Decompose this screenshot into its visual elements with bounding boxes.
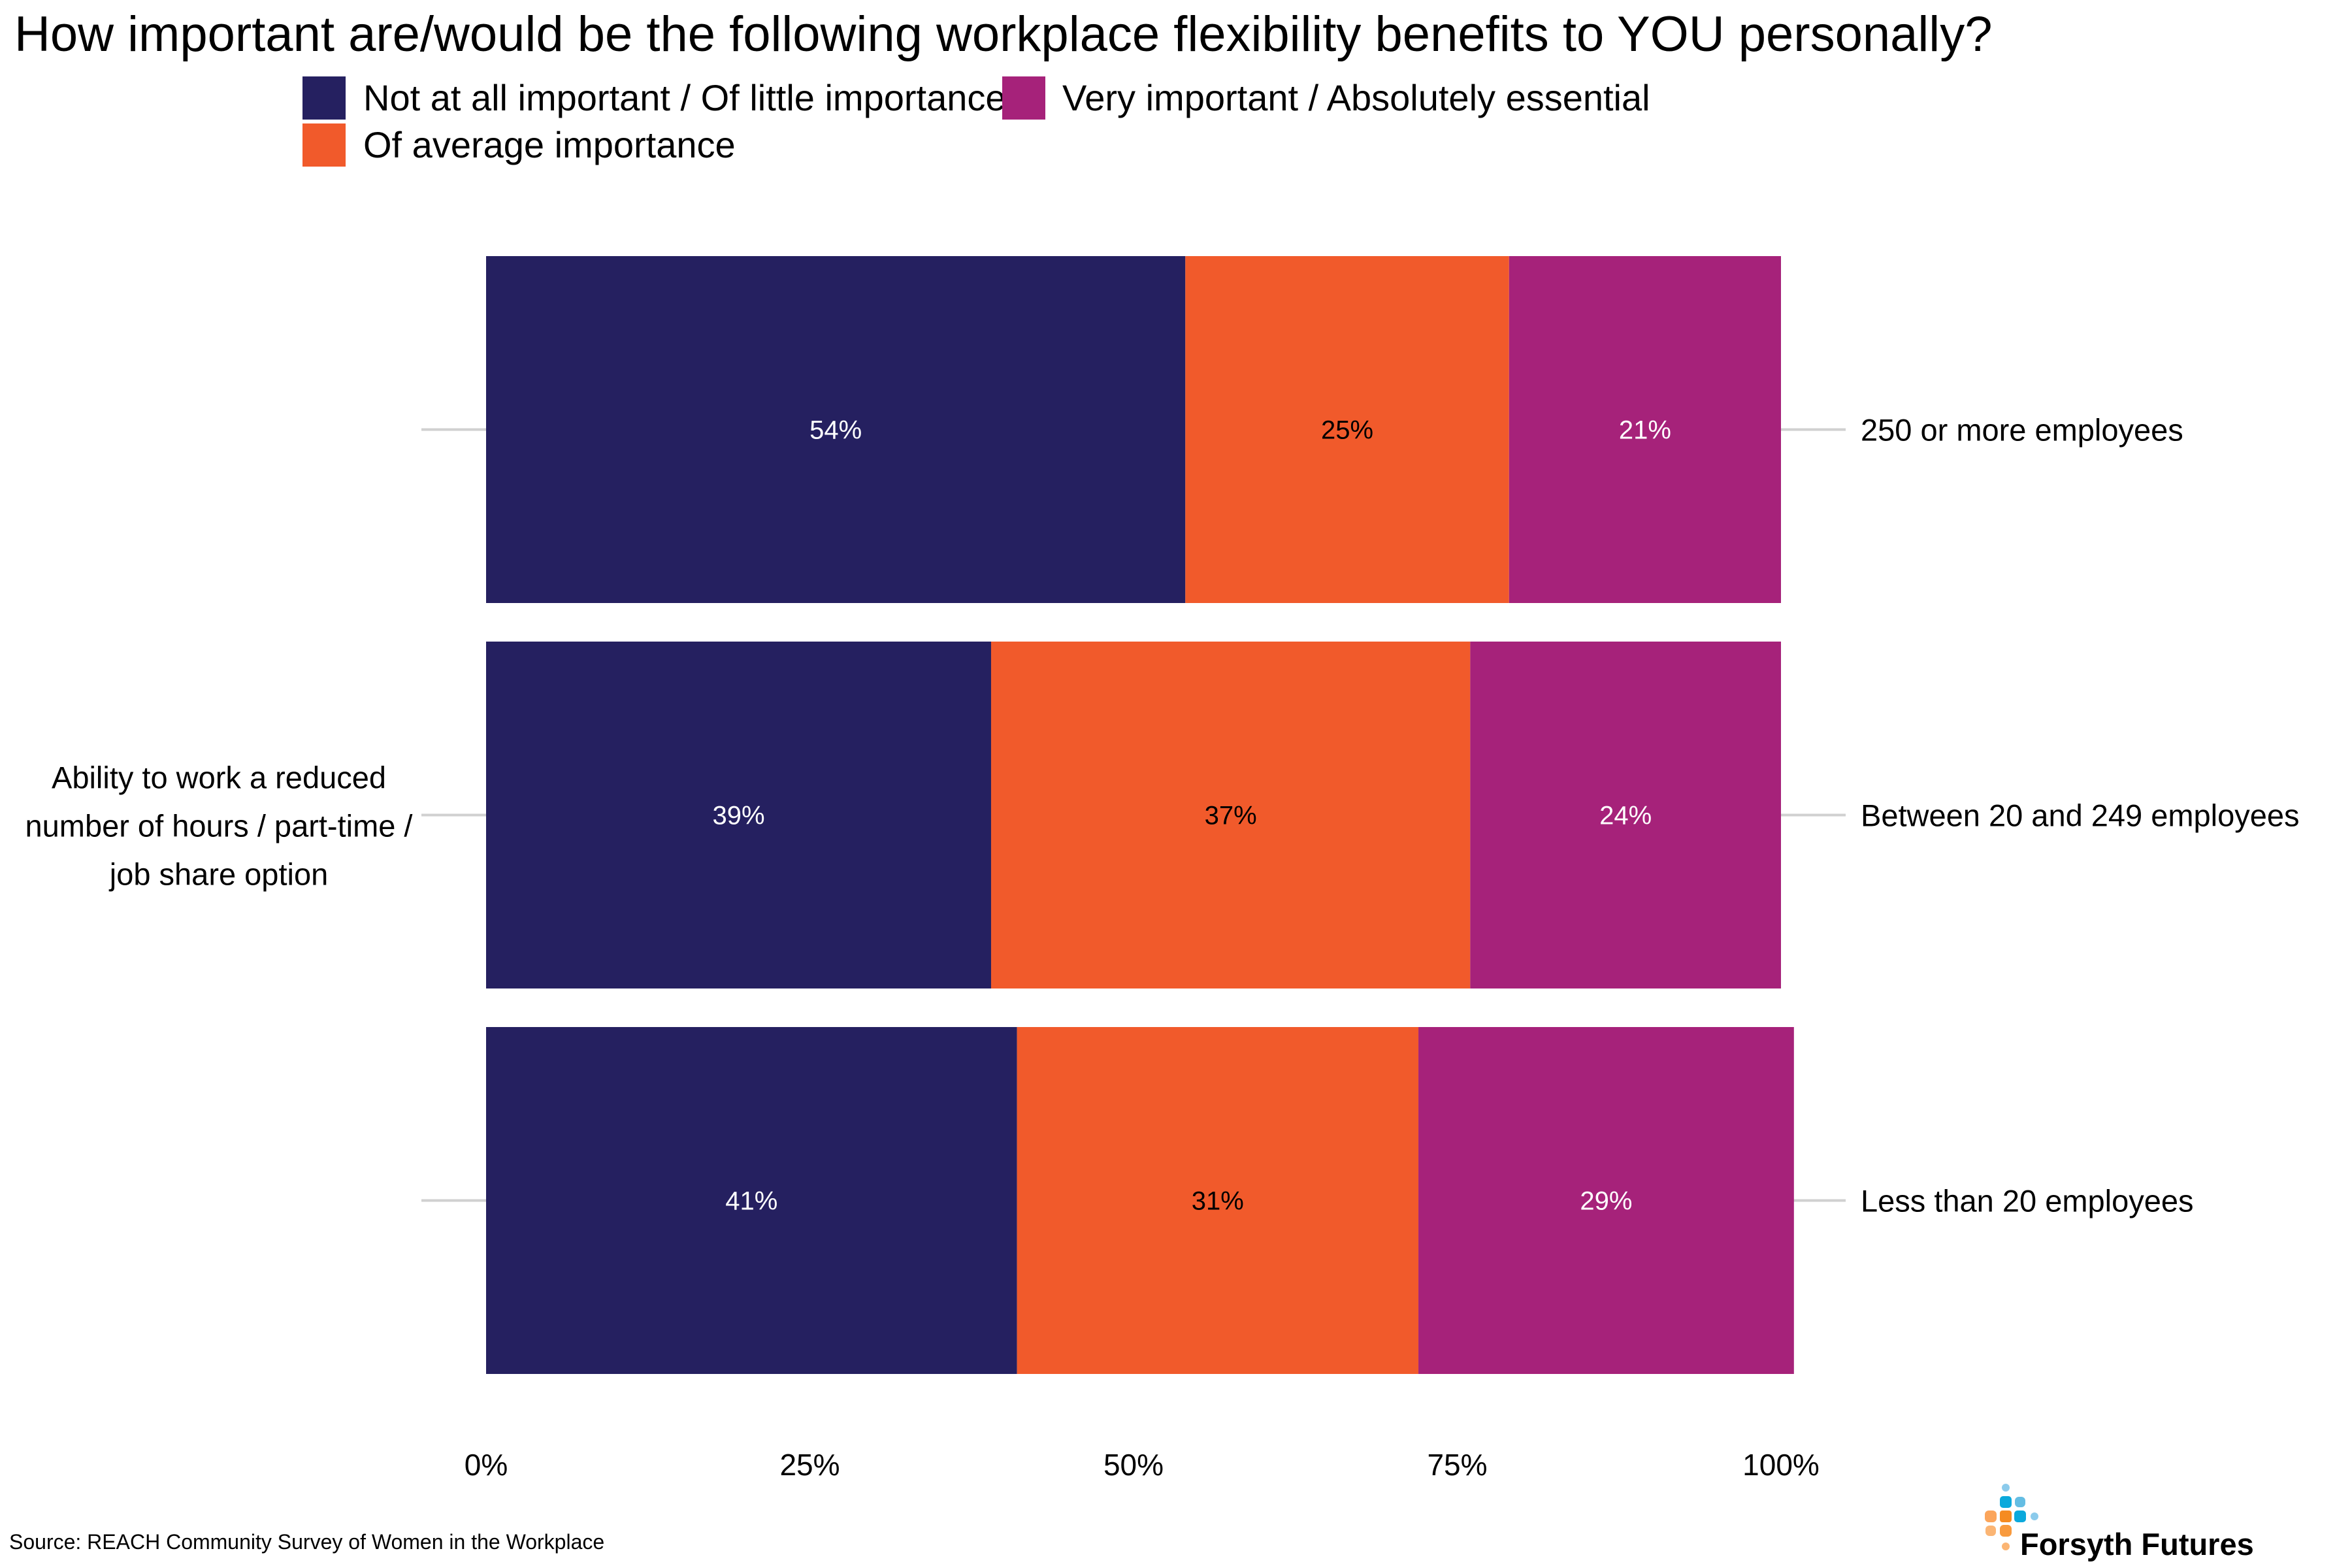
y-axis-left-label: Ability to work a reduced number of hours… [25, 760, 414, 892]
x-axis-tick-labels: 0% 25% 50% 75% 100% [465, 1448, 1820, 1482]
bars [486, 256, 1794, 1374]
x-tick-label: 50% [1103, 1448, 1164, 1482]
legend-key-not-important [302, 76, 346, 120]
bar-segment [1017, 1027, 1419, 1374]
legend-label-not-important: Not at all important / Of little importa… [363, 77, 1006, 118]
bar-data-label: 25% [1321, 416, 1373, 445]
x-tick-label: 100% [1742, 1448, 1820, 1482]
left-label-line: Ability to work a reduced [52, 760, 386, 795]
category-labels: 250 or more employees Between 20 and 249 … [1861, 413, 2300, 1218]
category-label: 250 or more employees [1861, 413, 2183, 448]
left-label-line: number of hours / part-time / [25, 809, 414, 843]
category-label: Less than 20 employees [1861, 1184, 2194, 1218]
legend-key-average [302, 123, 346, 167]
bar-segment [990, 642, 1471, 988]
category-label: Between 20 and 249 employees [1861, 798, 2300, 833]
bar-segment [1185, 256, 1509, 603]
bar-segment [486, 256, 1186, 603]
bar-segment [1470, 642, 1781, 988]
bar-data-label: 24% [1599, 802, 1652, 830]
bar-segment [486, 1027, 1017, 1374]
legend-key-very-important [1002, 76, 1045, 120]
legend-label-average: Of average importance [363, 124, 736, 165]
logo-dots-icon [1985, 1484, 2038, 1550]
bar-data-label: 41% [725, 1187, 777, 1216]
chart-title: How important are/would be the following… [14, 7, 1993, 62]
left-label-line: job share option [108, 857, 328, 892]
bar-segment [1509, 256, 1781, 603]
bar-data-label: 39% [712, 802, 764, 830]
bar-segment [486, 642, 991, 988]
left-tick-lines [421, 428, 486, 1202]
bar-data-label: 31% [1192, 1187, 1244, 1216]
bar-data-label: 29% [1580, 1187, 1632, 1216]
x-tick-label: 0% [465, 1448, 508, 1482]
logo-text: Forsyth Futures [2020, 1527, 2254, 1561]
bar-data-label: 54% [809, 416, 862, 445]
source-note: Source: REACH Community Survey of Women … [9, 1530, 605, 1554]
legend-label-very-important: Very important / Absolutely essential [1062, 77, 1650, 118]
bar-segment [1418, 1027, 1794, 1374]
bar-data-label: 37% [1205, 802, 1257, 830]
bar-data-label: 21% [1619, 416, 1671, 445]
bar-data-labels: 54% 25% 21% 39% 37% 24% 41% 31% 29% [712, 416, 1671, 1216]
x-tick-label: 25% [779, 1448, 840, 1482]
x-tick-label: 75% [1427, 1448, 1487, 1482]
